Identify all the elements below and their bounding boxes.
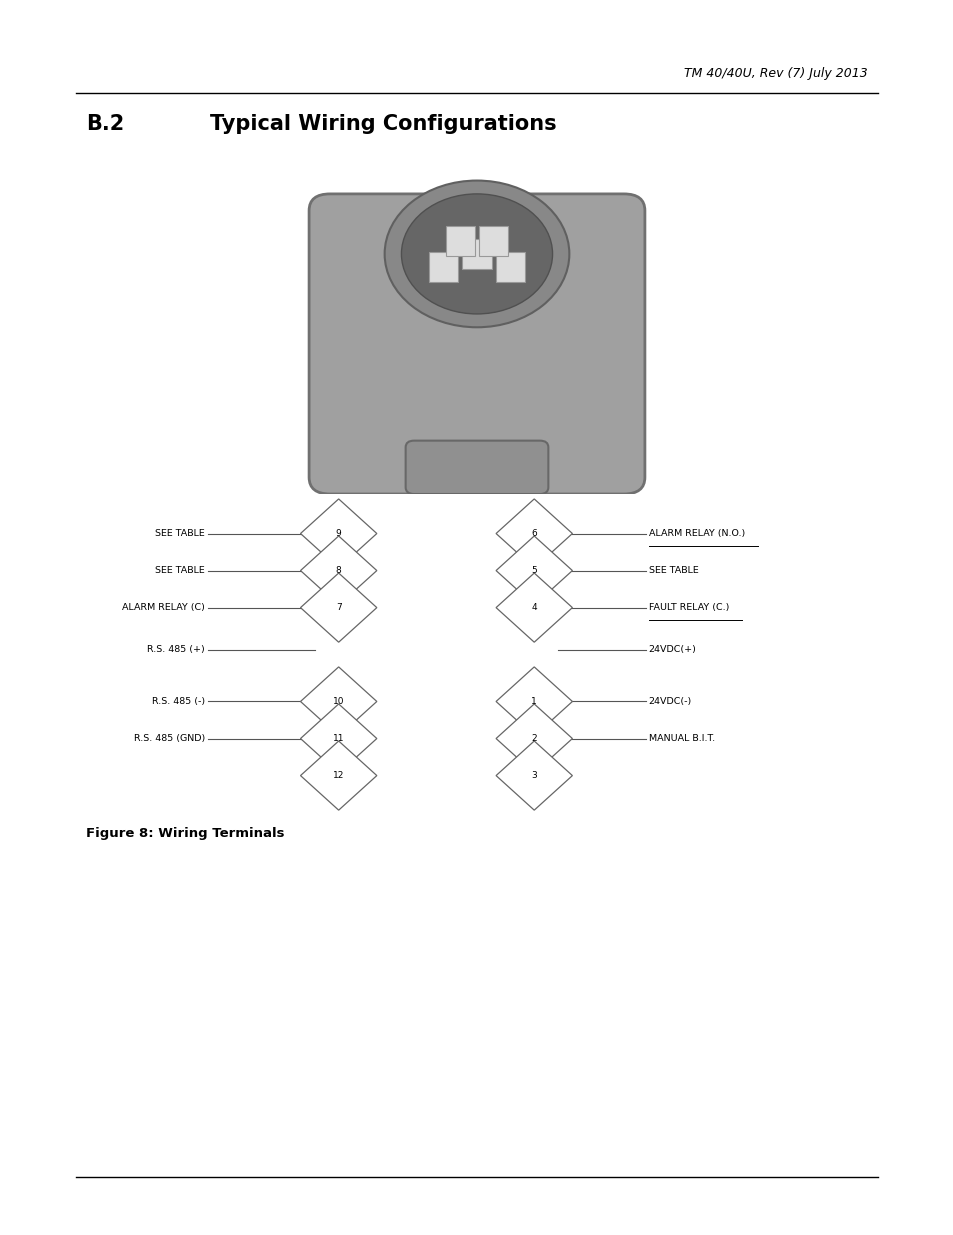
Text: 24VDC(+): 24VDC(+) [648,645,696,655]
Polygon shape [300,573,376,642]
Text: B.2: B.2 [86,114,124,133]
Text: SEE TABLE: SEE TABLE [155,566,205,576]
FancyBboxPatch shape [428,252,457,283]
Text: 2: 2 [531,734,537,743]
Text: Typical Wiring Configurations: Typical Wiring Configurations [210,114,556,133]
Text: 9: 9 [335,529,341,538]
Text: 3: 3 [531,771,537,781]
Polygon shape [496,704,572,773]
Text: SEE TABLE: SEE TABLE [648,566,698,576]
Polygon shape [300,667,376,736]
Polygon shape [496,573,572,642]
Text: Figure 8: Wiring Terminals: Figure 8: Wiring Terminals [86,827,284,841]
Text: 7: 7 [335,603,341,613]
Text: R.S. 485 (GND): R.S. 485 (GND) [133,734,205,743]
Text: 5: 5 [531,566,537,576]
Polygon shape [496,741,572,810]
Text: SEE TABLE: SEE TABLE [155,529,205,538]
Circle shape [384,180,569,327]
Polygon shape [300,499,376,568]
FancyBboxPatch shape [309,194,644,494]
Text: 1: 1 [531,697,537,706]
Text: ALARM RELAY (N.O.): ALARM RELAY (N.O.) [648,529,744,538]
FancyBboxPatch shape [496,252,525,283]
Text: ALARM RELAY (C): ALARM RELAY (C) [122,603,205,613]
Polygon shape [496,667,572,736]
Polygon shape [300,741,376,810]
Text: TM 40/40U, Rev (7) July 2013: TM 40/40U, Rev (7) July 2013 [683,67,867,80]
FancyBboxPatch shape [462,238,491,269]
Text: R.S. 485 (+): R.S. 485 (+) [147,645,205,655]
Polygon shape [496,536,572,605]
Text: 8: 8 [335,566,341,576]
Text: 4: 4 [531,603,537,613]
Polygon shape [300,536,376,605]
Polygon shape [496,499,572,568]
Text: FAULT RELAY (C.): FAULT RELAY (C.) [648,603,728,613]
Polygon shape [300,704,376,773]
Text: 12: 12 [333,771,344,781]
Text: 11: 11 [333,734,344,743]
FancyBboxPatch shape [445,226,475,256]
FancyBboxPatch shape [405,441,548,494]
Text: 6: 6 [531,529,537,538]
Text: 10: 10 [333,697,344,706]
Text: 24VDC(-): 24VDC(-) [648,697,691,706]
Circle shape [401,194,552,314]
Text: R.S. 485 (-): R.S. 485 (-) [152,697,205,706]
Text: MANUAL B.I.T.: MANUAL B.I.T. [648,734,714,743]
FancyBboxPatch shape [478,226,508,256]
